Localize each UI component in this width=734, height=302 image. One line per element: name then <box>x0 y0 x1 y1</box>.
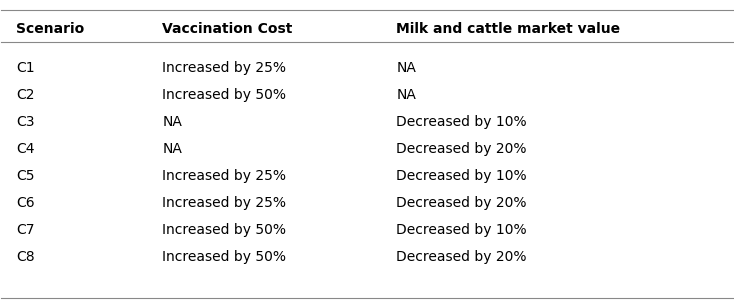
Text: Vaccination Cost: Vaccination Cost <box>162 22 293 36</box>
Text: NA: NA <box>162 115 182 129</box>
Text: Increased by 50%: Increased by 50% <box>162 250 286 264</box>
Text: Decreased by 10%: Decreased by 10% <box>396 115 527 129</box>
Text: C8: C8 <box>16 250 34 264</box>
Text: C2: C2 <box>16 88 34 102</box>
Text: Increased by 25%: Increased by 25% <box>162 61 286 75</box>
Text: Increased by 25%: Increased by 25% <box>162 169 286 183</box>
Text: Decreased by 10%: Decreased by 10% <box>396 223 527 237</box>
Text: Increased by 50%: Increased by 50% <box>162 88 286 102</box>
Text: Milk and cattle market value: Milk and cattle market value <box>396 22 620 36</box>
Text: C6: C6 <box>16 196 34 210</box>
Text: Scenario: Scenario <box>16 22 84 36</box>
Text: C5: C5 <box>16 169 34 183</box>
Text: Decreased by 20%: Decreased by 20% <box>396 250 527 264</box>
Text: NA: NA <box>396 88 416 102</box>
Text: NA: NA <box>162 142 182 156</box>
Text: Decreased by 20%: Decreased by 20% <box>396 196 527 210</box>
Text: Increased by 50%: Increased by 50% <box>162 223 286 237</box>
Text: Decreased by 20%: Decreased by 20% <box>396 142 527 156</box>
Text: C1: C1 <box>16 61 34 75</box>
Text: Decreased by 10%: Decreased by 10% <box>396 169 527 183</box>
Text: Increased by 25%: Increased by 25% <box>162 196 286 210</box>
Text: C3: C3 <box>16 115 34 129</box>
Text: NA: NA <box>396 61 416 75</box>
Text: C4: C4 <box>16 142 34 156</box>
Text: C7: C7 <box>16 223 34 237</box>
